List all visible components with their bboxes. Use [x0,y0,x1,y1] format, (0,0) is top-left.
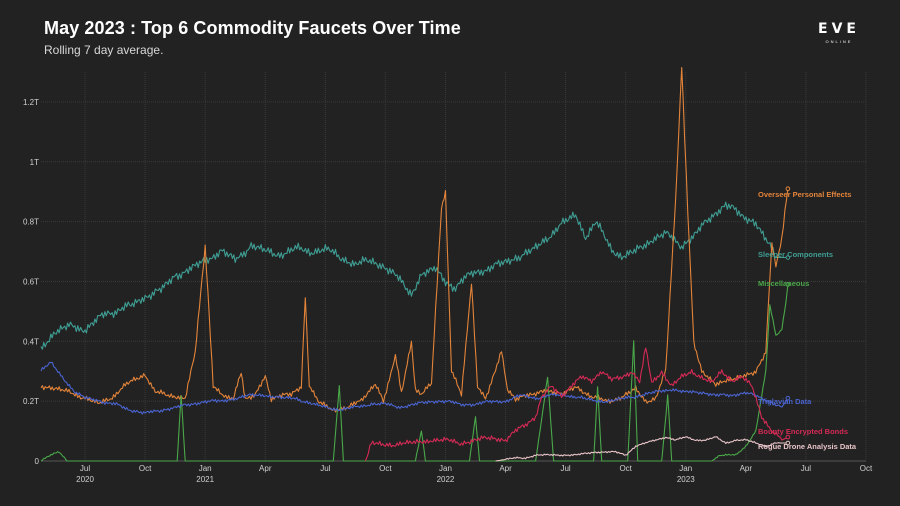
chart-subtitle: Rolling 7 day average. [44,43,164,57]
x-tick-label: Apr [740,464,753,473]
series-end-marker [785,395,791,401]
x-tick-label: Jul [560,464,570,473]
x-tick-label: Oct [379,464,392,473]
y-tick-label: 1.2T [23,98,39,107]
logo-text: EVE [818,21,860,37]
logo-subtext: ONLINE [825,39,853,44]
x-tick-label: Apr [499,464,512,473]
series-layer [40,66,791,462]
series-end-marker [785,255,791,260]
eve-online-logo: EVE ONLINE [812,22,866,50]
series-line-bounty-encrypted-bonds [364,347,789,462]
x-year-label: 2021 [196,475,214,484]
x-tick-label: Oct [139,464,152,473]
y-tick-label: 0.6T [23,277,39,286]
series-line-triglavian-data [40,361,789,415]
y-tick-label: 0.2T [23,397,39,406]
y-tick-label: 0.8T [23,218,39,227]
series-end-marker [785,434,791,440]
x-tick-label: Jan [679,464,692,473]
series-end-marker [785,282,791,287]
y-tick-label: 1T [30,158,39,167]
x-tick-label: Jul [80,464,90,473]
x-tick-label: Jul [801,464,811,473]
series-line-overseer-personal-effects [40,66,789,413]
x-tick-label: Jan [439,464,452,473]
series-label-overseer-personal-effects: Overseer Personal Effects [758,190,851,199]
series-end-marker [785,440,791,446]
x-year-label: 2023 [677,475,695,484]
x-tick-label: Jul [320,464,330,473]
y-tick-label: 0 [35,457,40,466]
y-tick-label: 0.4T [23,337,39,346]
series-end-marker [785,186,791,191]
x-year-label: 2022 [437,475,455,484]
chart-title: May 2023 : Top 6 Commodity Faucets Over … [44,18,461,38]
series-label-rogue-drone-analysis-data: Rogue Drone Analysis Data [758,442,857,451]
series-label-miscellaneous: Miscellaneous [758,279,809,288]
series-line-rogue-drone-analysis-data [495,436,788,462]
x-tick-label: Oct [860,464,873,473]
x-tick-label: Apr [259,464,272,473]
x-tick-label: Oct [619,464,632,473]
series-label-triglavian-data: Triglavian Data [758,397,812,406]
series-label-sleeper-components: Sleeper Components [758,250,833,259]
x-tick-label: Jan [199,464,212,473]
x-year-label: 2020 [76,475,94,484]
series-line-sleeper-components [40,201,788,350]
series-label-bounty-encrypted-bonds: Bounty Encrypted Bonds [758,427,848,436]
series-label-layer: Sleeper Components Overseer Personal Effe… [758,190,857,451]
series-line-miscellaneous [40,284,789,462]
